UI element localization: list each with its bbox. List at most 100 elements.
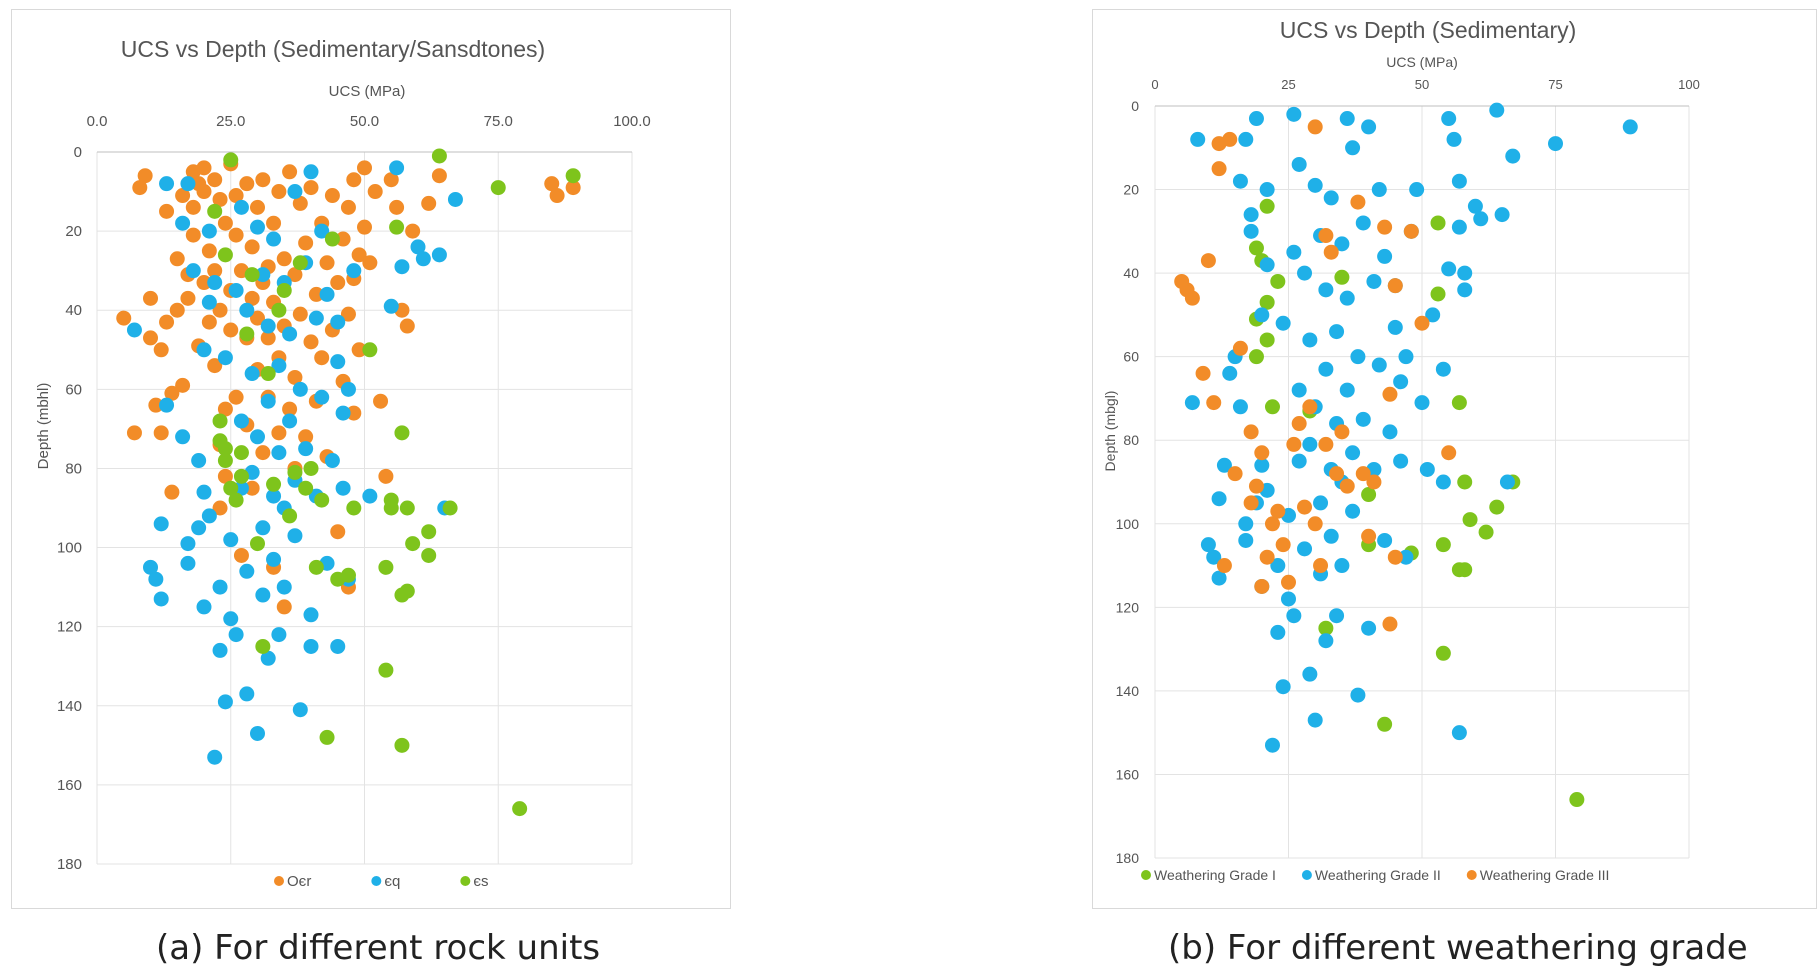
data-point-b-s3	[1259, 549, 1275, 565]
y-tick-label-a: 140	[57, 698, 82, 715]
data-point-b-s2	[1334, 558, 1350, 574]
data-point-a-s3	[207, 203, 223, 219]
data-point-b-s2	[1313, 495, 1329, 511]
data-point-a-s1	[351, 247, 367, 263]
data-point-a-s3	[271, 302, 287, 318]
data-point-a-s1	[250, 199, 265, 215]
data-point-a-s1	[431, 168, 447, 184]
data-point-b-s2	[1441, 261, 1457, 277]
data-point-a-s2	[223, 611, 239, 627]
data-point-a-s3	[298, 480, 314, 496]
x-tick-label-a: 50.0	[350, 113, 379, 130]
data-point-b-s2	[1307, 177, 1323, 193]
data-point-b-s3	[1387, 549, 1403, 565]
data-point-b-s1	[1478, 524, 1494, 540]
data-point-a-s3	[421, 547, 437, 563]
data-point-b-s2	[1398, 549, 1414, 565]
data-point-b-s3	[1211, 161, 1227, 177]
data-point-a-s1	[292, 195, 308, 211]
data-point-a-s1	[164, 385, 180, 401]
data-point-a-s2	[362, 488, 378, 504]
data-point-b-s2	[1275, 679, 1291, 695]
data-point-a-s1	[266, 215, 282, 231]
data-point-b-s2	[1329, 608, 1345, 624]
x-tick-label-a: 0.0	[87, 113, 108, 130]
data-point-a-s1	[549, 188, 565, 204]
data-point-a-s3	[383, 500, 399, 516]
data-point-a-s1	[346, 172, 362, 188]
data-point-a-s1	[207, 263, 223, 279]
data-point-a-s2	[346, 263, 362, 279]
data-point-a-s2	[335, 480, 351, 496]
data-point-a-s2	[244, 366, 260, 382]
y-tick-label-b: 160	[1116, 766, 1140, 782]
y-tick-label-b: 180	[1116, 850, 1140, 866]
caption-a: (a) For different rock units	[156, 928, 601, 968]
data-point-b-s3	[1361, 528, 1377, 544]
data-point-a-s2	[303, 638, 319, 654]
data-point-b-s3	[1403, 223, 1419, 239]
data-point-a-s1	[212, 302, 228, 318]
data-point-b-s1	[1569, 792, 1585, 808]
data-point-a-s2	[180, 176, 196, 192]
data-point-b-s2	[1473, 211, 1489, 227]
data-point-a-s1	[282, 164, 298, 180]
scatter-chart-a: UCS vs Depth (Sedimentary/Sansdtones) UC…	[35, 36, 651, 890]
data-point-b-s2	[1243, 207, 1259, 223]
data-point-b-s2	[1275, 315, 1291, 331]
data-point-b-s3	[1329, 466, 1345, 482]
y-axis-label-b: Depth (mbgl)	[1102, 391, 1118, 472]
data-point-a-s1	[233, 547, 249, 563]
data-point-b-s2	[1371, 182, 1387, 198]
legend-label-b-s3: Weathering Grade III	[1480, 867, 1610, 883]
data-point-a-s2	[287, 528, 303, 544]
data-point-b-s3	[1232, 340, 1248, 356]
data-point-b-s2	[1499, 474, 1515, 490]
data-point-a-s2	[250, 219, 265, 235]
data-point-b-s2	[1355, 411, 1371, 427]
data-point-a-s3	[389, 219, 405, 235]
data-point-a-s2	[233, 480, 249, 496]
data-point-b-s2	[1393, 453, 1409, 469]
data-point-a-s1	[153, 425, 169, 441]
data-point-b-s1	[1451, 395, 1467, 411]
data-point-a-s1	[362, 255, 378, 271]
data-point-b-s2	[1291, 382, 1307, 398]
data-point-b-s3	[1414, 315, 1430, 331]
data-point-b-s2	[1211, 570, 1227, 586]
data-point-b-s2	[1622, 119, 1638, 135]
data-point-a-s2	[255, 520, 271, 536]
data-point-b-s2	[1243, 223, 1259, 239]
data-point-b-s2	[1345, 140, 1361, 156]
data-point-a-s2	[239, 563, 255, 579]
data-point-a-s1	[298, 429, 314, 445]
data-point-a-s3	[324, 231, 340, 247]
data-point-b-s2	[1425, 307, 1441, 323]
data-point-b-s3	[1366, 474, 1382, 490]
data-point-b-s1	[1318, 620, 1334, 636]
x-tick-label-b: 50	[1415, 77, 1429, 92]
data-point-a-s3	[314, 492, 330, 508]
data-point-b-s1	[1430, 215, 1446, 231]
data-point-b-s3	[1248, 478, 1264, 494]
data-point-a-s1	[250, 310, 265, 326]
data-point-a-s3	[244, 267, 260, 283]
data-point-a-s1	[378, 468, 394, 484]
data-point-a-s2	[153, 591, 169, 607]
data-point-a-s1	[159, 314, 175, 330]
data-point-a-s1	[244, 239, 260, 255]
x-tick-label-b: 100	[1678, 77, 1700, 92]
data-point-b-s2	[1377, 532, 1393, 548]
data-point-b-s2	[1350, 349, 1366, 365]
data-point-b-s2	[1505, 148, 1521, 164]
data-point-a-s2	[266, 231, 282, 247]
data-point-a-s1	[298, 235, 314, 251]
data-point-b-s3	[1382, 386, 1398, 402]
data-point-a-s1	[201, 314, 217, 330]
data-point-a-s2	[233, 413, 249, 429]
data-point-a-s1	[207, 172, 223, 188]
data-point-b-s2	[1302, 666, 1318, 682]
scatter-chart-b: UCS vs Depth (Sedimentary) UCS (MPa) Dep…	[1102, 17, 1700, 883]
data-point-a-s2	[260, 393, 276, 409]
x-tick-label-b: 0	[1151, 77, 1158, 92]
